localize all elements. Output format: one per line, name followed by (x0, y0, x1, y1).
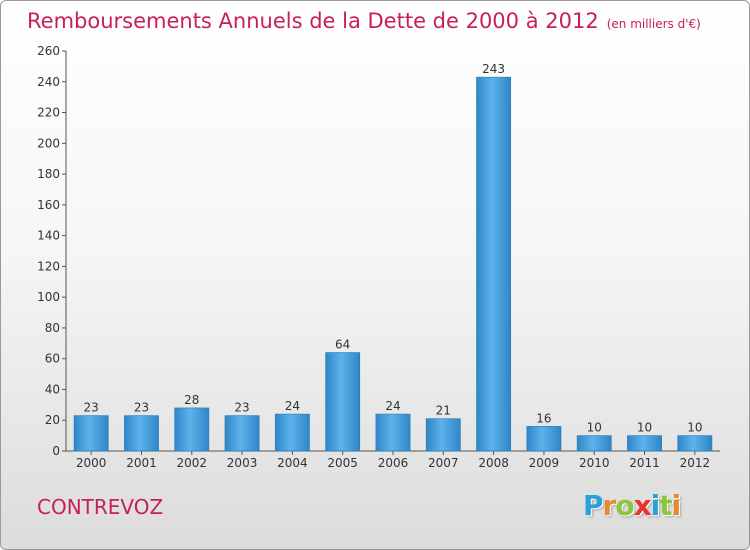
data-label: 10 (687, 421, 702, 435)
logo-letter: t (659, 489, 672, 522)
data-label: 16 (536, 411, 551, 425)
bar (325, 352, 361, 452)
x-tick-label: 2006 (378, 456, 409, 470)
y-tick-label: 260 (37, 44, 60, 58)
data-label: 23 (234, 401, 249, 415)
data-label: 23 (84, 401, 99, 415)
y-tick-label: 120 (37, 259, 60, 273)
y-tick-label: 40 (45, 382, 60, 396)
data-label: 10 (637, 421, 652, 435)
bar (174, 407, 210, 452)
logo-letter: o (615, 489, 634, 522)
bar (375, 413, 411, 452)
y-tick-label: 220 (37, 106, 60, 120)
y-tick-label: 240 (37, 75, 60, 89)
x-tick-label: 2001 (126, 456, 157, 470)
y-tick-label: 0 (52, 444, 60, 458)
data-label: 10 (587, 421, 602, 435)
x-tick-label: 2002 (176, 456, 207, 470)
bar (677, 435, 713, 452)
bar (576, 435, 612, 452)
bars (73, 76, 713, 452)
data-label: 243 (482, 62, 505, 76)
x-tick-label: 2007 (428, 456, 459, 470)
bar (425, 418, 461, 452)
y-tick-label: 100 (37, 290, 60, 304)
proxiti-logo: Proxiti (583, 489, 682, 522)
logo-letter: i (671, 489, 682, 522)
data-label: 21 (436, 404, 451, 418)
chart-title: Remboursements Annuels de la Dette de 20… (27, 9, 701, 33)
x-tick-label: 2000 (76, 456, 107, 470)
x-tick-label: 2003 (227, 456, 258, 470)
x-tick-label: 2008 (478, 456, 509, 470)
x-tick-label: 2004 (277, 456, 308, 470)
data-label: 64 (335, 338, 350, 352)
y-tick-label: 160 (37, 198, 60, 212)
bar (627, 435, 662, 452)
y-tick-label: 200 (37, 136, 60, 150)
y-tick-label: 20 (45, 413, 60, 427)
x-tick-label: 2012 (680, 456, 711, 470)
data-label: 24 (285, 399, 300, 413)
data-labels: 23 23 28 23 24 64 24 21 243 16 10 10 10 (84, 62, 703, 434)
bar (224, 415, 260, 452)
x-tick-label: 2011 (629, 456, 660, 470)
chart-title-text: Remboursements Annuels de la Dette de 20… (27, 9, 599, 33)
axes: 0 20 40 60 80 100 120 140 160 180 200 220 240 260 2000… (37, 44, 720, 470)
y-tick-label: 80 (45, 321, 60, 335)
bar (73, 415, 109, 452)
logo-letter: i (650, 489, 661, 522)
y-tick-label: 140 (37, 229, 60, 243)
bar (526, 426, 562, 452)
logo-letter: P (583, 489, 604, 522)
commune-name: CONTREVOZ (37, 495, 164, 519)
y-tick-label: 60 (45, 352, 60, 366)
x-tick-label: 2009 (529, 456, 560, 470)
x-tick-label: 2005 (327, 456, 358, 470)
y-tick-label: 180 (37, 167, 60, 181)
data-label: 24 (385, 399, 400, 413)
data-label: 28 (184, 393, 199, 407)
logo-letter: r (602, 489, 617, 522)
x-tick-label: 2010 (579, 456, 610, 470)
chart-unit: (en milliers d'€) (606, 17, 701, 31)
bar (476, 76, 512, 452)
data-label: 23 (134, 401, 149, 415)
bar (124, 415, 159, 452)
bar (274, 413, 310, 452)
logo-letter: x (633, 489, 652, 522)
